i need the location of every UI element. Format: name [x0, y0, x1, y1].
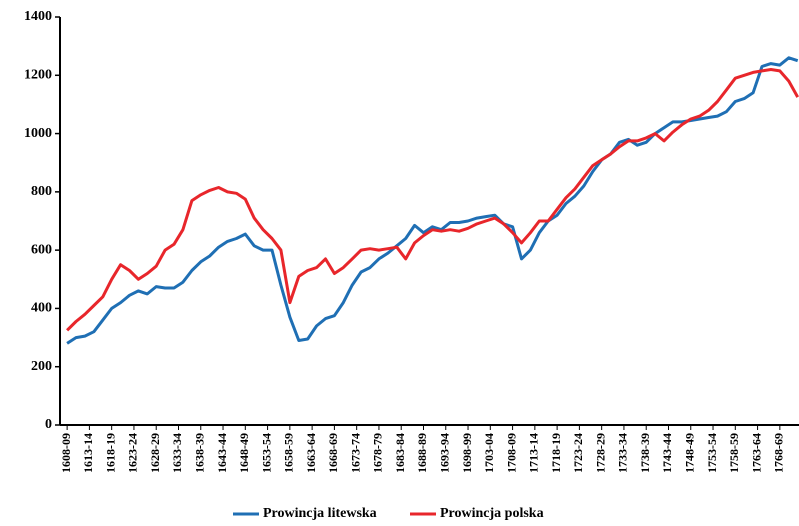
y-tick-label: 1000: [24, 126, 52, 141]
y-tick-label: 800: [31, 184, 52, 199]
series-line: [66, 56, 799, 345]
x-tick-label: 1748-49: [683, 433, 697, 473]
x-tick-label: 1688-89: [415, 433, 429, 473]
x-tick-label: 1678-79: [371, 433, 385, 473]
y-tick-label: 200: [31, 359, 52, 374]
x-tick-label: 1758-59: [727, 433, 741, 473]
x-tick-label: 1718-19: [549, 433, 563, 473]
x-tick-label: 1708-09: [504, 433, 518, 473]
x-tick-label: 1738-39: [638, 433, 652, 473]
x-tick-label: 1623-24: [126, 433, 140, 473]
x-tick-label: 1733-34: [616, 433, 630, 473]
x-tick-label: 1668-69: [326, 433, 340, 473]
y-tick-label: 1200: [24, 68, 52, 83]
legend: Prowincja litewska Prowincja polska: [233, 506, 544, 521]
x-tick-label: 1618-19: [103, 433, 117, 473]
x-tick-label: 1613-14: [81, 433, 95, 473]
x-tick-label: 1673-74: [348, 433, 362, 473]
x-tick-label: 1628-29: [148, 433, 162, 473]
x-tick-label: 1653-54: [259, 433, 273, 473]
y-tick-label: 0: [45, 417, 52, 432]
y-tick-label: 1400: [24, 9, 52, 24]
legend-label: Prowincja litewska: [263, 506, 377, 521]
x-tick-label: 1713-14: [527, 433, 541, 473]
x-tick-label: 1768-69: [772, 433, 786, 473]
x-tick-label: 1663-64: [304, 433, 318, 473]
x-tick-label: 1658-59: [282, 433, 296, 473]
x-tick-label: 1608-09: [59, 433, 73, 473]
y-tick-label: 600: [31, 242, 52, 257]
x-tick-label: 1753-54: [705, 433, 719, 473]
x-tick-label: 1763-64: [749, 433, 763, 473]
x-tick-label: 1743-44: [660, 433, 674, 473]
series-line: [66, 68, 799, 332]
x-tick-label: 1693-94: [438, 433, 452, 473]
x-tick-label: 1728-29: [593, 433, 607, 473]
x-tick-label: 1683-84: [393, 433, 407, 473]
x-tick-label: 1723-24: [571, 433, 585, 473]
x-tick-label: 1633-34: [170, 433, 184, 473]
x-tick-label: 1648-49: [237, 433, 251, 473]
legend-label: Prowincja polska: [440, 506, 544, 521]
x-tick-label: 1638-39: [193, 433, 207, 473]
y-tick-label: 400: [31, 301, 52, 316]
x-tick-label: 1703-04: [482, 433, 496, 473]
x-tick-label: 1698-99: [460, 433, 474, 473]
x-tick-label: 1643-44: [215, 433, 229, 473]
